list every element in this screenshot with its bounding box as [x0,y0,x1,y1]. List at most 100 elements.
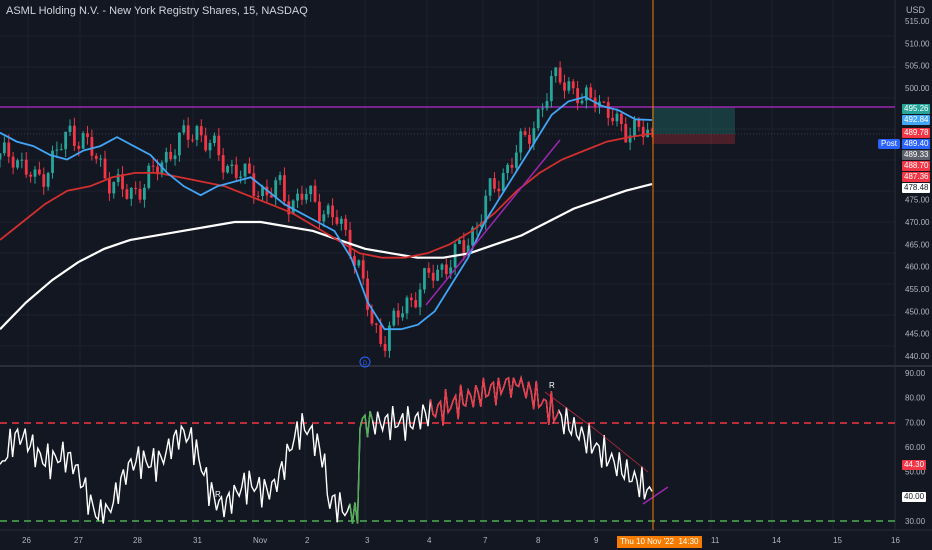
osc-tag: 44.30 [902,460,927,470]
time-tick: 9 [594,536,599,545]
candle-body [339,218,343,224]
candle-body [33,169,37,177]
divergence-marker-label: D [363,361,368,367]
candle-body [318,201,321,222]
osc-trendline[interactable] [642,486,669,505]
osc-tag: 40.00 [902,492,927,502]
candle-body [361,260,365,279]
oscillator-oversold-segment [349,411,374,524]
oscillator-line[interactable] [0,375,653,524]
price-tag: 489.40 [902,139,931,149]
time-tick: 27 [74,536,83,545]
crosshair-date-label: Thu 10 Nov '22 14:30 [617,536,702,548]
osc-divergence-line-2 [544,391,597,431]
candle-body [304,194,308,200]
time-tick: 14 [772,536,781,545]
ma-slow-line[interactable] [0,183,653,330]
price-trendline[interactable] [425,139,561,306]
time-tick: 28 [133,536,142,545]
candle-body [471,227,474,246]
candle-body [624,123,628,143]
time-tick: 15 [833,536,842,545]
candle-body [545,101,549,109]
time-tick: 3 [365,536,370,545]
price-tick: 450.00 [905,307,930,316]
candle-body [458,240,461,245]
candle-body [283,175,286,202]
candle-body [427,268,431,273]
candle-body [134,187,138,189]
candle-body [274,180,278,198]
candle-body [536,109,540,129]
price-tick: 460.00 [905,263,930,272]
ma-fast-line[interactable] [0,95,653,331]
time-tick: 4 [427,536,432,545]
candle-body [558,67,562,83]
candle-body [239,176,243,178]
candle-body [138,188,142,200]
candlestick-series [0,61,654,358]
candle-body [29,174,33,177]
candle-body [7,142,11,157]
candle-body [147,165,151,188]
price-tag: 489.78 [902,128,931,138]
candle-body [300,193,304,200]
r-marker-2: R [549,381,555,390]
candle-body [243,163,247,177]
candle-body [287,201,291,215]
time-tick: 7 [483,536,488,545]
osc-tick: 90.00 [905,369,926,378]
osc-tick: 60.00 [905,443,926,452]
price-tag: 489.33 [902,150,931,160]
candle-body [619,113,623,124]
oscillator-overbought-segment [429,375,560,426]
candle-body [449,267,453,275]
candle-body [234,164,238,178]
candle-body [103,158,107,179]
long-position-profit-zone[interactable] [652,107,735,134]
candle-body [143,187,146,200]
price-tick: 470.00 [905,218,930,227]
candle-body [24,159,28,175]
candle-body [497,188,501,192]
candle-body [261,186,264,197]
candle-body [81,133,85,149]
candle-body [68,125,72,132]
candle-body [571,81,575,89]
candle-body [357,260,361,266]
candle-body [528,135,531,144]
candle-body [440,264,444,270]
candle-body [353,256,356,266]
candle-body [72,125,76,146]
symbol-title[interactable]: ASML Holding N.V. - New York Registry Sh… [6,5,308,17]
post-market-badge: Post [878,139,901,149]
candle-body [217,135,221,156]
candle-body [230,164,234,167]
candle-body [331,205,334,218]
price-tag: 492.84 [902,115,931,125]
price-tag: 487.36 [902,172,931,182]
candle-body [549,76,553,102]
candle-body [554,67,558,77]
divergence-marker[interactable] [359,356,371,368]
candle-body [248,163,251,174]
candle-body [121,174,124,190]
ma-mid-line[interactable] [0,132,653,259]
time-axis[interactable]: 26 27 28 31 Nov 2 3 4 7 8 9 11 14 15 16 [22,536,900,545]
candle-body [46,173,50,187]
time-tick: Nov [253,536,267,545]
candle-body [519,131,523,153]
oscillator-axis[interactable]: 90.00 80.00 70.00 60.00 50.00 40.00 30.00 [905,369,926,526]
price-tag: 478.48 [902,183,931,193]
candle-body [186,125,190,140]
long-position-stop-zone[interactable] [652,134,735,144]
candle-body [64,131,68,150]
price-tick: 440.00 [905,352,930,361]
crosshair-date: Thu 10 Nov '22 [620,537,675,546]
candle-body [541,108,545,110]
candle-body [59,149,63,151]
candle-body [116,174,120,183]
candle-body [633,119,636,136]
candle-body [208,142,212,151]
